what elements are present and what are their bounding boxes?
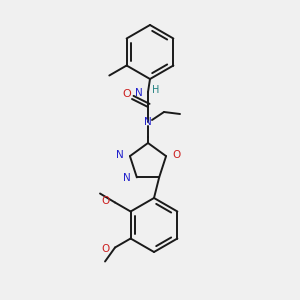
Text: H: H — [152, 85, 159, 95]
Text: N: N — [116, 150, 124, 160]
Text: O: O — [102, 244, 110, 254]
Text: O: O — [123, 89, 131, 99]
Text: N: N — [135, 88, 143, 98]
Text: N: N — [144, 117, 152, 127]
Text: O: O — [172, 150, 180, 160]
Text: N: N — [123, 173, 131, 183]
Text: O: O — [102, 196, 110, 206]
